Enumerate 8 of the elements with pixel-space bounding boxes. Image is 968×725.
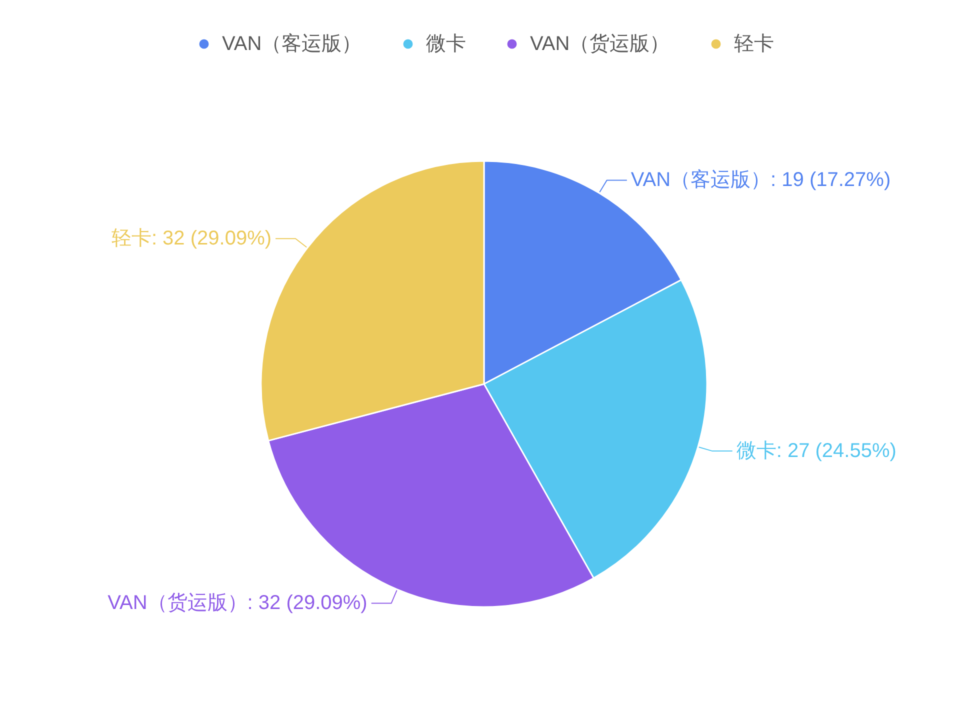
legend-label: VAN（客运版） <box>222 33 362 55</box>
legend-label: 微卡 <box>426 33 466 55</box>
data-label: VAN（货运版）: 32 (29.09%) <box>108 592 368 614</box>
data-label: 微卡: 27 (24.55%) <box>736 440 896 462</box>
data-label: 轻卡: 32 (29.09%) <box>111 228 272 250</box>
legend-label: VAN（货运版） <box>530 33 670 55</box>
data-label: VAN（客运版）: 19 (17.27%) <box>630 169 891 192</box>
legend-label: 轻卡 <box>734 33 774 55</box>
